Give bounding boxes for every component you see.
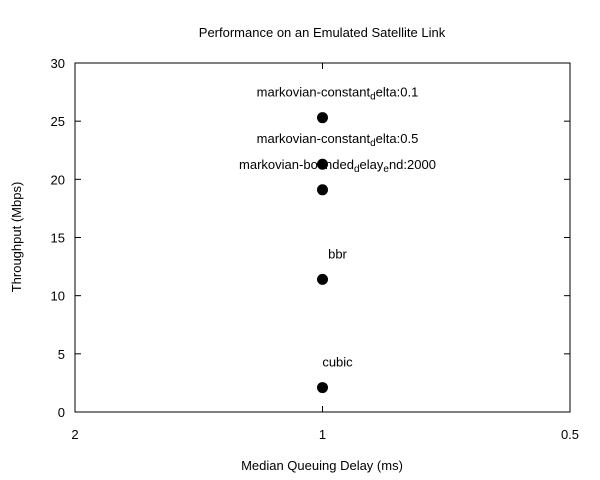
x-tick-label: 0.5: [561, 427, 579, 442]
point-label: bbr: [328, 246, 347, 261]
chart-title: Performance on an Emulated Satellite Lin…: [199, 25, 446, 40]
y-tick-label: 30: [51, 56, 65, 71]
y-tick-label: 5: [58, 347, 65, 362]
data-point: [317, 382, 328, 394]
point-label: cubic: [322, 355, 353, 370]
y-axis: 0 5 10 15 20 25 30: [51, 56, 570, 420]
x-axis-title: Median Queuing Delay (ms): [241, 458, 403, 473]
x-tick-label: 1: [319, 427, 326, 442]
data-point: [317, 158, 328, 170]
point-label: markovian-constantdelta:0.1: [257, 85, 419, 103]
y-tick-label: 20: [51, 172, 65, 187]
x-tick-label: 2: [71, 427, 78, 442]
data-point: [317, 112, 328, 124]
point-label: markovian-boundeddelayend:2000: [239, 157, 436, 175]
x-axis: 2 1 0.5: [71, 63, 579, 442]
point-label: markovian-constantdelta:0.5: [257, 131, 419, 149]
y-tick-label: 25: [51, 114, 65, 129]
y-tick-label: 10: [51, 289, 65, 304]
data-point: [317, 273, 328, 285]
y-tick-label: 0: [58, 405, 65, 420]
data-point: [317, 184, 328, 196]
data-points: markovian-constantdelta:0.1 markovian-con…: [239, 85, 436, 394]
y-axis-title: Throughput (Mbps): [9, 182, 24, 293]
y-tick-label: 15: [51, 231, 65, 246]
